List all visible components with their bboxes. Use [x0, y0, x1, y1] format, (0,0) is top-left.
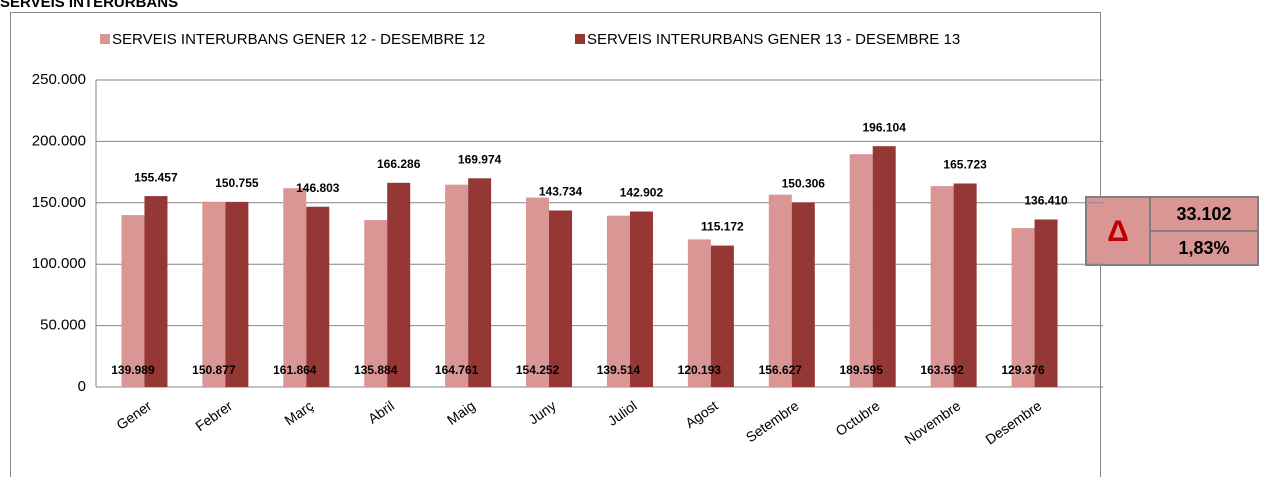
- legend-label: SERVEIS INTERURBANS GENER 12 - DESEMBRE …: [112, 31, 485, 48]
- data-label: 189.595: [840, 363, 884, 377]
- bar: [468, 178, 492, 387]
- y-tick-label: 150.000: [32, 194, 86, 211]
- data-label: 139.989: [111, 363, 155, 377]
- bar: [768, 194, 792, 387]
- legend-label: SERVEIS INTERURBANS GENER 13 - DESEMBRE …: [587, 31, 960, 48]
- data-label: 146.803: [296, 181, 340, 195]
- data-label: 143.734: [539, 185, 583, 199]
- bar: [549, 210, 573, 387]
- bar: [710, 245, 734, 387]
- data-label: 135.884: [354, 363, 398, 377]
- y-tick-label: 100.000: [32, 255, 86, 272]
- data-label: 150.306: [782, 177, 826, 191]
- bar: [144, 196, 168, 387]
- y-tick-label: 50.000: [40, 317, 86, 334]
- bar: [121, 215, 145, 387]
- delta-value: 33.102: [1176, 204, 1231, 224]
- bar: [526, 197, 550, 387]
- bar: [953, 183, 977, 387]
- data-label: 166.286: [377, 157, 421, 171]
- data-label: 150.877: [192, 363, 236, 377]
- data-label: 196.104: [863, 120, 907, 134]
- bar: [606, 215, 630, 387]
- y-tick-label: 250.000: [32, 71, 86, 88]
- data-label: 154.252: [516, 363, 560, 377]
- y-tick-label: 0: [78, 378, 86, 395]
- bar: [687, 239, 711, 387]
- bar: [387, 182, 411, 387]
- bar: [1034, 219, 1058, 387]
- data-label: 163.592: [920, 363, 964, 377]
- data-label: 142.902: [620, 186, 664, 200]
- data-label: 115.172: [701, 220, 744, 234]
- bar: [930, 186, 954, 387]
- bar: [791, 202, 815, 387]
- bar: [364, 220, 388, 387]
- bar: [445, 184, 469, 387]
- data-label: 164.761: [435, 363, 479, 377]
- bar: [306, 206, 330, 387]
- data-label: 155.457: [134, 170, 178, 184]
- legend-swatch: [575, 34, 585, 44]
- data-label: 165.723: [943, 158, 987, 172]
- legend-swatch: [100, 34, 110, 44]
- data-label: 169.974: [458, 152, 502, 166]
- bar: [872, 146, 896, 387]
- data-label: 120.193: [678, 363, 722, 377]
- bar: [283, 188, 307, 387]
- y-tick-label: 200.000: [32, 132, 86, 149]
- bar: [629, 211, 653, 387]
- data-label: 136.410: [1024, 194, 1068, 208]
- bar: [849, 154, 873, 387]
- bar: [202, 201, 226, 387]
- data-label: 156.627: [759, 363, 803, 377]
- data-label: 161.864: [273, 363, 317, 377]
- delta-symbol: Δ: [1107, 215, 1129, 248]
- data-label: 139.514: [597, 363, 641, 377]
- chart-title: SERVEIS INTERURBANS: [0, 0, 178, 11]
- delta-box: Δ 33.102 1,83%: [1085, 196, 1259, 266]
- data-label: 150.755: [215, 176, 259, 190]
- bar: [225, 201, 249, 387]
- delta-percent: 1,83%: [1178, 238, 1229, 258]
- data-label: 129.376: [1001, 363, 1045, 377]
- bar: [1011, 228, 1035, 387]
